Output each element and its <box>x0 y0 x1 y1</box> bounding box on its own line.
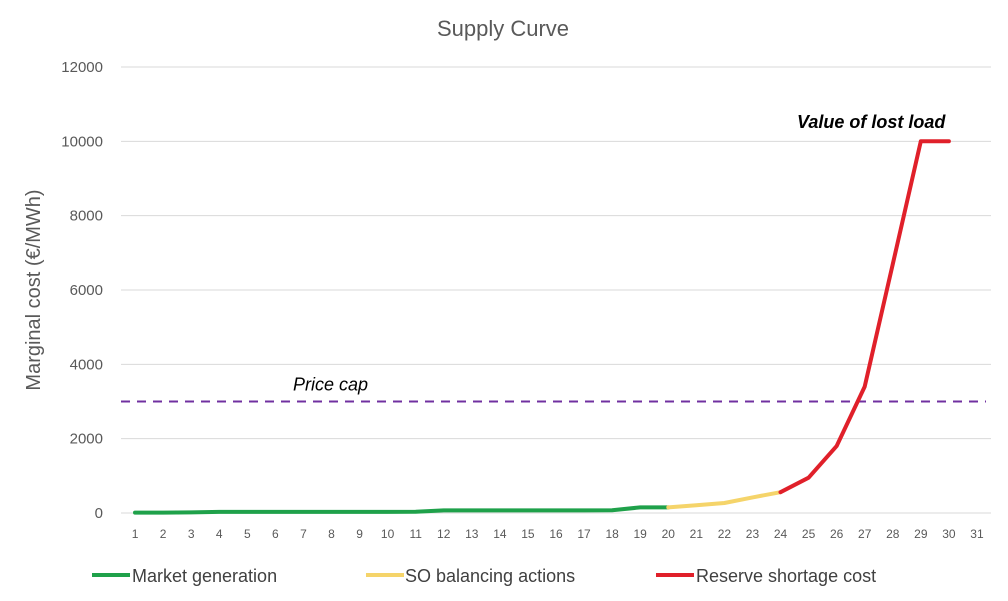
price-cap-label: Price cap <box>293 375 368 395</box>
x-tick-label: 17 <box>577 527 591 541</box>
x-tick-label: 2 <box>160 527 167 541</box>
series-lines <box>133 139 951 515</box>
legend-label: Reserve shortage cost <box>696 566 876 586</box>
value-of-lost-load-label: Value of lost load <box>797 112 946 132</box>
y-tick-label: 4000 <box>70 356 103 373</box>
series-line-1 <box>666 490 783 510</box>
x-tick-label: 10 <box>381 527 395 541</box>
x-tick-label: 19 <box>634 527 648 541</box>
grid-lines <box>121 66 991 514</box>
y-tick-labels: 0 2000 4000 6000 8000 10000 12000 <box>61 59 103 522</box>
x-tick-label: 24 <box>774 527 788 541</box>
x-tick-label: 6 <box>272 527 279 541</box>
y-tick-label: 8000 <box>70 208 103 225</box>
x-tick-label: 20 <box>662 527 676 541</box>
x-tick-label: 13 <box>465 527 479 541</box>
series-line-0 <box>133 505 671 515</box>
x-tick-label: 12 <box>437 527 451 541</box>
annotations: Value of lost load <box>797 112 946 132</box>
legend-label: Market generation <box>132 566 277 586</box>
y-tick-label: 6000 <box>70 282 103 299</box>
x-tick-label: 7 <box>300 527 307 541</box>
x-tick-label: 28 <box>886 527 900 541</box>
x-tick-label: 1 <box>132 527 139 541</box>
x-tick-label: 8 <box>328 527 335 541</box>
x-tick-label: 31 <box>970 527 984 541</box>
y-tick-label: 2000 <box>70 431 103 448</box>
x-tick-label: 3 <box>188 527 195 541</box>
x-tick-label: 26 <box>830 527 844 541</box>
chart-title: Supply Curve <box>437 16 569 41</box>
x-tick-label: 25 <box>802 527 816 541</box>
y-tick-label: 12000 <box>61 59 103 76</box>
x-tick-label: 14 <box>493 527 507 541</box>
y-axis-label: Marginal cost (€/MWh) <box>23 189 45 390</box>
y-tick-label: 10000 <box>61 133 103 150</box>
x-tick-label: 9 <box>356 527 363 541</box>
x-tick-label: 22 <box>718 527 732 541</box>
legend-label: SO balancing actions <box>405 566 575 586</box>
x-tick-label: 29 <box>914 527 928 541</box>
reference-lines: Price cap <box>121 375 986 403</box>
series-line-2 <box>778 139 951 495</box>
y-tick-label: 0 <box>95 505 103 522</box>
legend: Market generation SO balancing actions Res… <box>92 566 876 586</box>
x-tick-label: 27 <box>858 527 872 541</box>
x-tick-label: 18 <box>605 527 619 541</box>
x-tick-label: 21 <box>690 527 704 541</box>
x-tick-label: 11 <box>409 527 422 541</box>
x-tick-label: 23 <box>746 527 760 541</box>
x-tick-label: 16 <box>549 527 563 541</box>
x-tick-labels: 1 2 3 4 5 6 7 8 9 10 11 12 13 14 15 16 17 18 19 20 21 22 23 24 2… <box>132 527 984 541</box>
x-tick-label: 5 <box>244 527 251 541</box>
x-tick-label: 15 <box>521 527 535 541</box>
x-tick-label: 4 <box>216 527 223 541</box>
x-tick-label: 30 <box>942 527 956 541</box>
